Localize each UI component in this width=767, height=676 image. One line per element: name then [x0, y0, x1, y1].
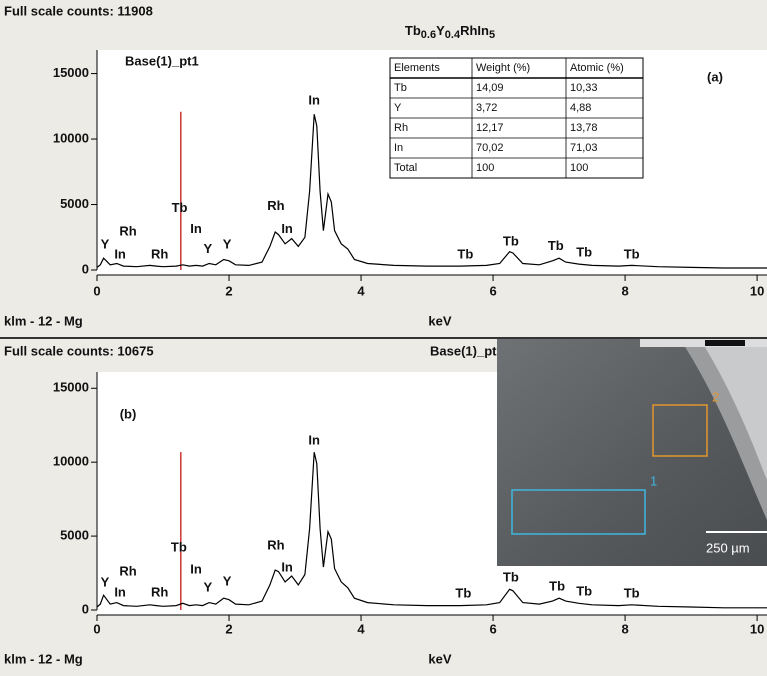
peak-label: Tb — [503, 233, 519, 248]
table-cell: 100 — [476, 162, 494, 174]
peak-label: Tb — [457, 246, 473, 261]
scale-strip-bar — [705, 340, 745, 346]
peak-label: In — [114, 246, 126, 261]
table-cell: Rh — [394, 122, 408, 134]
x-axis-label: keV — [428, 651, 451, 666]
table-cell: 10,33 — [570, 82, 598, 94]
panel-label: (b) — [120, 406, 137, 421]
peak-label: In — [190, 221, 202, 236]
x-tick-label: 0 — [93, 621, 100, 636]
peak-label: Rh — [151, 584, 168, 599]
table-cell: 14,09 — [476, 82, 504, 94]
peak-label: Rh — [119, 563, 136, 578]
x-tick-label: 10 — [750, 621, 764, 636]
table-cell: In — [394, 142, 403, 154]
table-cell: 13,78 — [570, 122, 598, 134]
peak-label: Tb — [171, 539, 187, 554]
table-cell: 12,17 — [476, 122, 504, 134]
table-cell: Tb — [394, 82, 407, 94]
table-cell: 100 — [570, 162, 588, 174]
x-tick-label: 4 — [357, 283, 365, 298]
x-tick-label: 8 — [621, 621, 628, 636]
title-part: 0.6 — [421, 29, 436, 41]
title-part: 5 — [489, 29, 495, 41]
x-tick-label: 10 — [750, 283, 764, 298]
scale-strip — [640, 339, 767, 347]
table-header: Elements — [394, 62, 440, 74]
table-cell: Y — [394, 102, 402, 114]
y-tick-label: 15000 — [53, 65, 89, 80]
y-tick-label: 5000 — [60, 196, 89, 211]
x-tick-label: 2 — [225, 621, 232, 636]
peak-label: Tb — [624, 585, 640, 600]
results-table: Elements Weight (%) Atomic (%) Tb 14,09 10,33… — [390, 58, 643, 178]
title-part: Tb — [405, 23, 421, 38]
peak-label: Rh — [267, 538, 284, 553]
peak-label: Rh — [151, 246, 168, 261]
peak-label: Rh — [119, 223, 136, 238]
scale-bar-label: 250 µm — [706, 540, 750, 555]
peak-label: Tb — [624, 246, 640, 261]
table-cell: 3,72 — [476, 102, 497, 114]
peak-label: Tb — [172, 200, 188, 215]
peak-label: Rh — [267, 198, 284, 213]
table-cell: 70,02 — [476, 142, 504, 154]
table-cell: 71,03 — [570, 142, 598, 154]
spectrum-label: Base(1)_pt1 — [125, 53, 199, 68]
peak-label: Y — [101, 575, 110, 590]
table-cell: Total — [394, 162, 417, 174]
full-scale-counts: Full scale counts: 11908 — [4, 3, 153, 18]
peak-label: Tb — [576, 583, 592, 598]
peak-label: In — [308, 93, 320, 108]
peak-label: Y — [204, 241, 213, 256]
title-part: RhIn — [460, 23, 489, 38]
peak-label: Y — [101, 237, 110, 252]
peak-label: Tb — [503, 570, 519, 585]
x-tick-label: 4 — [357, 621, 365, 636]
full-scale-counts: Full scale counts: 10675 — [4, 343, 154, 358]
table-header: Atomic (%) — [570, 62, 624, 74]
x-tick-label: 0 — [93, 283, 100, 298]
peak-label: In — [281, 221, 293, 236]
peak-label: Tb — [549, 579, 565, 594]
y-tick-label: 10000 — [53, 454, 89, 469]
peak-label: Y — [204, 579, 213, 594]
footer-label: klm - 12 - Mg — [4, 651, 83, 666]
peak-label: In — [114, 584, 126, 599]
region-label: 1 — [650, 473, 657, 488]
title-part: Y — [436, 23, 445, 38]
region-label: 2 — [712, 389, 719, 404]
spectrum-label: Base(1)_pt2 — [430, 343, 504, 358]
peak-label: Tb — [548, 238, 564, 253]
peak-label: In — [308, 433, 320, 448]
panel-label: (a) — [707, 69, 723, 84]
x-axis-label: keV — [428, 313, 451, 328]
y-tick-label: 15000 — [53, 380, 89, 395]
page: Full scale counts: 11908Tb0.6Y0.4RhIn5Ba… — [0, 0, 767, 676]
peak-label: In — [190, 562, 202, 577]
y-tick-label: 0 — [82, 601, 89, 616]
inset-micrograph: 1 2 250 µm — [497, 339, 767, 566]
table-cell: 4,88 — [570, 102, 591, 114]
x-tick-label: 2 — [225, 283, 232, 298]
peak-label: Tb — [576, 244, 592, 259]
peak-label: Y — [223, 237, 232, 252]
y-tick-label: 5000 — [60, 528, 89, 543]
peak-label: Y — [223, 573, 232, 588]
x-tick-label: 6 — [489, 283, 496, 298]
footer-label: klm - 12 - Mg — [4, 313, 83, 328]
y-tick-label: 10000 — [53, 130, 89, 145]
y-tick-label: 0 — [82, 261, 89, 276]
peak-label: Tb — [455, 585, 471, 600]
peak-label: In — [281, 559, 293, 574]
title-part: 0.4 — [445, 29, 461, 41]
x-tick-label: 8 — [621, 283, 628, 298]
x-tick-label: 6 — [489, 621, 496, 636]
table-header: Weight (%) — [476, 62, 530, 74]
